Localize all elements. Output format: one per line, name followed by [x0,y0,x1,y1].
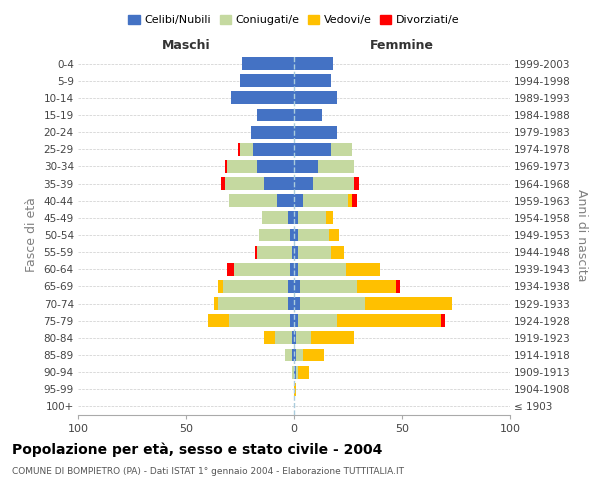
Bar [232,92,294,104]
Bar [294,108,322,122]
Bar [294,177,313,190]
Bar [348,194,352,207]
Bar [296,348,302,362]
Bar [257,246,292,258]
Bar [286,348,292,362]
Bar [227,160,257,173]
Bar [294,194,302,207]
Bar [296,332,311,344]
Bar [292,348,294,362]
Bar [365,297,452,310]
Bar [298,314,337,327]
Bar [302,194,348,207]
Bar [298,212,326,224]
Bar [395,280,400,293]
Bar [262,212,287,224]
Bar [294,57,333,70]
Bar [326,212,333,224]
Bar [294,143,331,156]
Bar [294,246,298,258]
Bar [218,297,287,310]
Bar [331,143,352,156]
Bar [214,297,218,310]
Bar [240,143,253,156]
Bar [301,280,356,293]
Bar [259,228,290,241]
Bar [292,332,294,344]
Bar [292,366,294,378]
Bar [225,160,227,173]
Bar [298,366,309,378]
Bar [294,348,296,362]
Bar [229,194,277,207]
Bar [287,280,294,293]
Bar [287,297,294,310]
Bar [264,332,275,344]
Bar [221,177,225,190]
Bar [302,348,324,362]
Bar [294,366,296,378]
Bar [318,160,355,173]
Bar [355,177,359,190]
Bar [294,160,318,173]
Bar [225,177,264,190]
Bar [294,314,298,327]
Text: Maschi: Maschi [161,40,211,52]
Bar [294,383,296,396]
Bar [218,280,223,293]
Bar [352,194,356,207]
Bar [296,366,298,378]
Bar [356,280,395,293]
Bar [337,314,441,327]
Bar [227,263,233,276]
Bar [275,332,292,344]
Bar [290,263,294,276]
Y-axis label: Fasce di età: Fasce di età [25,198,38,272]
Y-axis label: Anni di nascita: Anni di nascita [575,188,587,281]
Bar [298,263,346,276]
Bar [287,212,294,224]
Bar [294,332,296,344]
Bar [329,228,340,241]
Bar [264,177,294,190]
Text: Femmine: Femmine [370,40,434,52]
Bar [294,74,331,87]
Bar [294,263,298,276]
Bar [290,228,294,241]
Legend: Celibi/Nubili, Coniugati/e, Vedovi/e, Divorziati/e: Celibi/Nubili, Coniugati/e, Vedovi/e, Di… [124,10,464,30]
Bar [298,246,331,258]
Bar [294,228,298,241]
Bar [346,263,380,276]
Bar [242,57,294,70]
Bar [331,246,344,258]
Bar [251,126,294,138]
Bar [257,160,294,173]
Bar [240,74,294,87]
Bar [298,228,329,241]
Bar [292,246,294,258]
Bar [294,297,301,310]
Bar [294,212,298,224]
Bar [253,143,294,156]
Bar [313,177,355,190]
Bar [301,297,365,310]
Bar [255,246,257,258]
Bar [441,314,445,327]
Bar [257,108,294,122]
Bar [229,314,290,327]
Bar [290,314,294,327]
Text: Popolazione per età, sesso e stato civile - 2004: Popolazione per età, sesso e stato civil… [12,442,382,457]
Text: COMUNE DI BOMPIETRO (PA) - Dati ISTAT 1° gennaio 2004 - Elaborazione TUTTITALIA.: COMUNE DI BOMPIETRO (PA) - Dati ISTAT 1°… [12,468,404,476]
Bar [294,126,337,138]
Bar [208,314,229,327]
Bar [277,194,294,207]
Bar [238,143,240,156]
Bar [311,332,355,344]
Bar [233,263,290,276]
Bar [294,92,337,104]
Bar [294,280,301,293]
Bar [223,280,287,293]
